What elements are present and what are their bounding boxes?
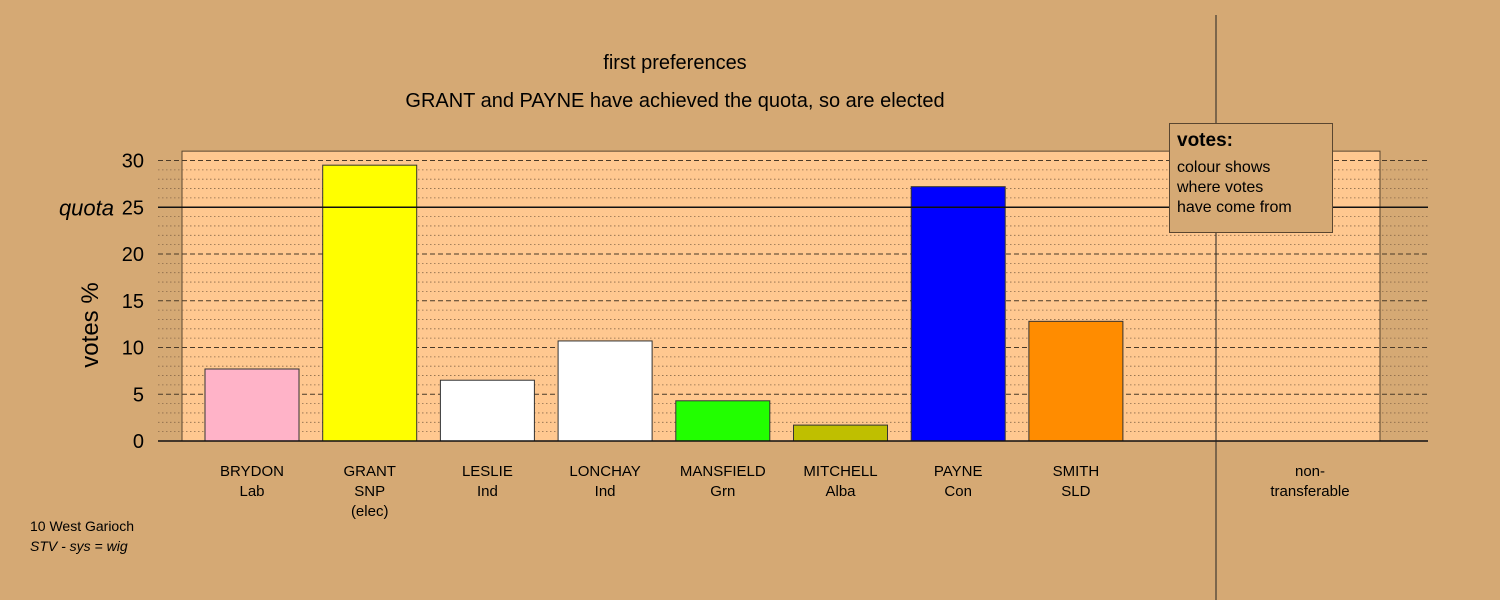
x-tick-label: MITCHELL [803,463,877,480]
x-tick-label: PAYNE [934,463,983,480]
x-tick-label: Grn [710,483,735,500]
bar-brydon [204,368,300,442]
bar-leslie [439,379,535,442]
chart-subtitle: GRANT and PAYNE have achieved the quota,… [405,90,945,112]
x-tick-label: Lab [239,483,264,500]
x-tick-label: Alba [825,483,856,500]
x-tick-label: MANSFIELD [680,463,766,480]
legend-box: votes: colour shows where votes have com… [1169,123,1333,233]
bar-mitchell [793,424,888,442]
ward-name: 10 West Garioch [30,518,135,534]
x-tick-label-nontransferable: transferable [1270,483,1349,500]
x-tick-label: SNP [354,483,385,500]
x-tick-label: (elec) [351,503,389,520]
bar-payne [910,186,1006,442]
chart-title: first preferences [603,52,747,74]
bar-lonchay [557,340,653,442]
y-tick-label: 30 [122,151,144,173]
bar-smith [1028,320,1124,442]
x-tick-label: BRYDON [220,463,284,480]
x-tick-label: Ind [595,483,616,500]
y-tick-label: 20 [122,244,144,266]
y-tick-label: 25 [122,197,144,219]
x-tick-label: LONCHAY [569,463,640,480]
quota-label: quota [59,195,114,220]
x-tick-label-nontransferable: non- [1295,463,1325,480]
x-tick-label: LESLIE [462,463,513,480]
x-tick-label: Con [944,483,972,500]
legend-text: colour shows where votes have come from [1177,159,1292,216]
y-tick-label: 5 [133,384,144,406]
x-tick-label: GRANT [343,463,396,480]
y-axis-label: votes % [77,282,104,367]
x-tick-label: Ind [477,483,498,500]
bar-grant [322,164,418,442]
voting-system: STV - sys = wig [30,538,128,554]
x-tick-label: SMITH [1053,463,1100,480]
legend-title: votes: [1177,130,1233,151]
y-tick-label: 10 [122,338,144,360]
y-tick-label: 15 [122,291,144,313]
bar-mansfield [675,400,771,442]
x-tick-label: SLD [1061,483,1090,500]
y-tick-label: 0 [133,431,144,453]
